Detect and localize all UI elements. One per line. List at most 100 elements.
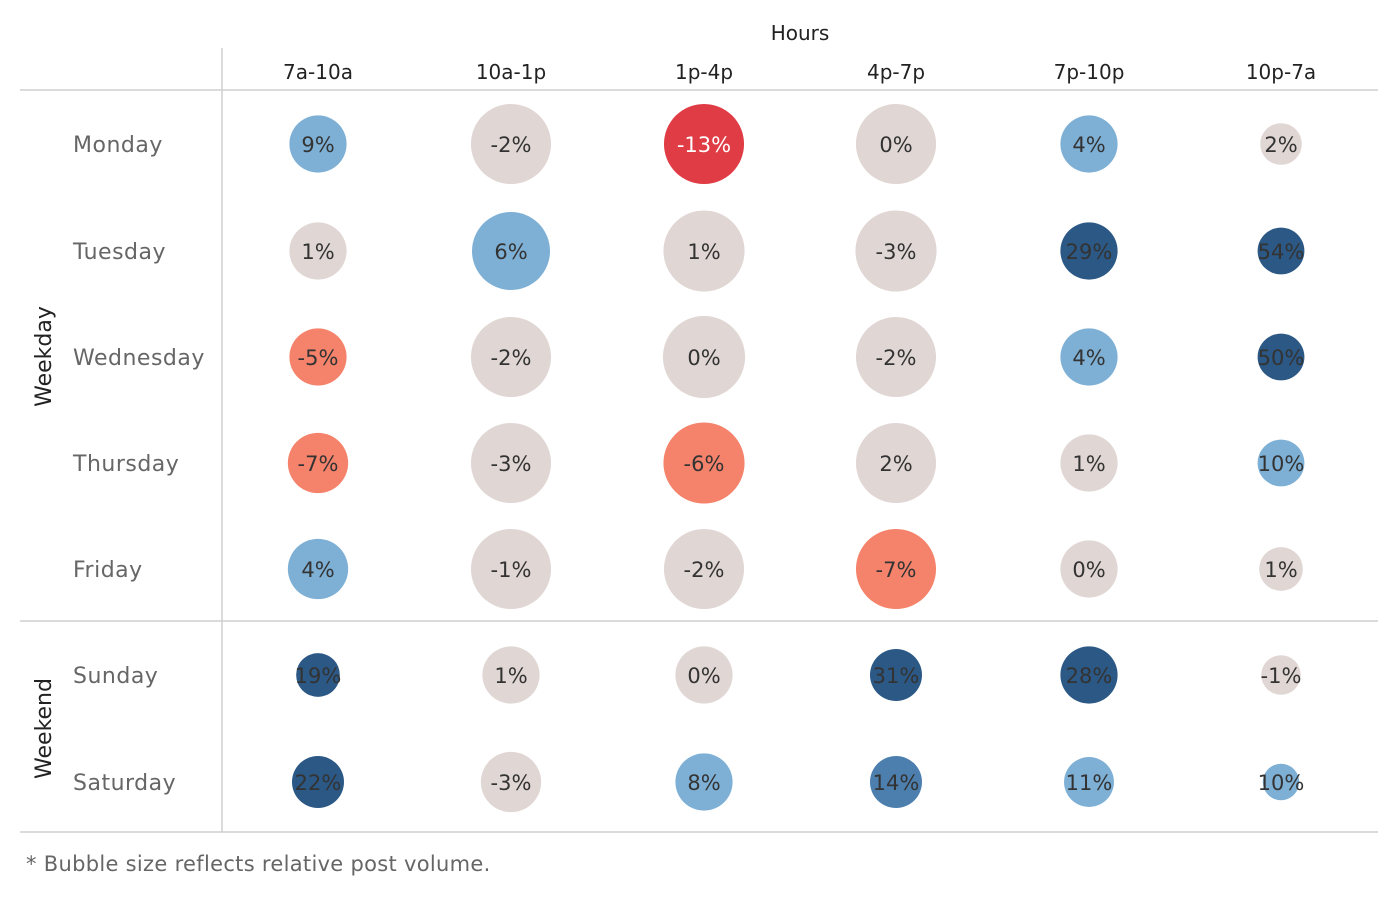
- bubble-value-label: 28%: [1066, 664, 1113, 688]
- bubble-value-label: 1%: [494, 664, 527, 688]
- bubble: [855, 103, 937, 185]
- bubble-value-label: 29%: [1066, 240, 1113, 264]
- bubble: [870, 649, 922, 701]
- row-label: Wednesday: [73, 346, 205, 371]
- row-group-labels: Weekday Weekend: [32, 306, 57, 779]
- bubble-value-label: -3%: [491, 452, 532, 476]
- bubble-value-label: -2%: [876, 346, 917, 370]
- column-header: 10p-7a: [1246, 60, 1316, 84]
- bubble-value-label: 2%: [1264, 133, 1297, 157]
- bubble-value-label: 14%: [873, 771, 920, 795]
- bubble: [1257, 439, 1305, 487]
- bubble: [855, 316, 937, 398]
- bubble: [480, 751, 542, 813]
- bubble-value-label: 22%: [295, 771, 342, 795]
- bubble: [482, 646, 540, 704]
- column-header: 4p-7p: [867, 60, 925, 84]
- column-header: 10a-1p: [476, 60, 546, 84]
- bubble: [296, 653, 340, 697]
- bubble: [663, 103, 745, 185]
- bubble-value-label: 31%: [873, 664, 920, 688]
- bubble-value-label: 19%: [295, 664, 342, 688]
- row-group-label: Weekend: [32, 678, 57, 779]
- bubble-value-label: -1%: [491, 558, 532, 582]
- bubble: [470, 103, 552, 185]
- chart-grid: [20, 48, 1378, 833]
- row-label: Friday: [73, 558, 143, 583]
- bubble-value-label: -6%: [684, 452, 725, 476]
- bubbles: 9% -2% -13% 0% 4% 2% 1% 6% 1% -3% 29% 54% -5% -2% 0% -2…: [287, 103, 1305, 813]
- bubble-value-label: -13%: [677, 133, 731, 157]
- bubble-value-label: 8%: [687, 771, 720, 795]
- bubble: [292, 756, 344, 808]
- bubble: [1060, 434, 1118, 492]
- bubble: [287, 538, 349, 600]
- row-label: Monday: [73, 133, 163, 158]
- column-header: 7p-10p: [1054, 60, 1125, 84]
- column-header: 1p-4p: [675, 60, 733, 84]
- bubble-value-label: 0%: [1072, 558, 1105, 582]
- bubble: [1257, 227, 1305, 275]
- row-group-label: Weekday: [32, 306, 57, 407]
- bubble: [1261, 655, 1301, 695]
- bubble: [675, 646, 733, 704]
- bubble: [1060, 646, 1118, 704]
- bubble: [1257, 333, 1305, 381]
- bubble-value-label: 10%: [1258, 771, 1305, 795]
- bubble: [470, 422, 552, 504]
- row-label: Tuesday: [72, 240, 166, 265]
- bubble: [470, 528, 552, 610]
- column-header: 7a-10a: [283, 60, 353, 84]
- bubble-value-label: 9%: [301, 133, 334, 157]
- bubble-value-label: -3%: [491, 771, 532, 795]
- bubble-value-label: -5%: [298, 346, 339, 370]
- bubble: [289, 328, 347, 386]
- bubble-value-label: 1%: [1072, 452, 1105, 476]
- bubble: [855, 528, 937, 610]
- bubble: [1260, 123, 1302, 165]
- bubble-value-label: 0%: [687, 664, 720, 688]
- bubble-value-label: -3%: [876, 240, 917, 264]
- bubble: [662, 315, 746, 399]
- bubble-value-label: -7%: [876, 558, 917, 582]
- bubble-value-label: -7%: [298, 452, 339, 476]
- bubble: [1060, 540, 1118, 598]
- bubble: [663, 422, 745, 504]
- row-label: Saturday: [73, 771, 176, 796]
- bubble-value-label: 4%: [301, 558, 334, 582]
- bubble: [1060, 222, 1118, 280]
- bubble: [1259, 547, 1303, 591]
- bubble: [1262, 763, 1300, 801]
- bubble: [472, 212, 550, 290]
- row-label: Thursday: [72, 452, 179, 477]
- bubble: [470, 316, 552, 398]
- bubble: [289, 222, 347, 280]
- bubble: [1060, 328, 1118, 386]
- bubble-value-label: 50%: [1258, 346, 1305, 370]
- column-group-label: Hours: [771, 21, 830, 45]
- bubble-value-label: -1%: [1261, 664, 1302, 688]
- bubble-value-label: 1%: [301, 240, 334, 264]
- bubble-value-label: 6%: [494, 240, 527, 264]
- row-label: Sunday: [73, 664, 158, 689]
- bubble: [855, 422, 937, 504]
- bubble-value-label: 1%: [1264, 558, 1297, 582]
- bubble: [663, 528, 745, 610]
- bubble: [870, 756, 922, 808]
- bubble-value-label: 4%: [1072, 133, 1105, 157]
- bubble-value-label: 10%: [1258, 452, 1305, 476]
- bubble-value-label: -2%: [491, 346, 532, 370]
- row-labels: Monday Tuesday Wednesday Thursday Friday Sund…: [72, 133, 205, 796]
- bubble-value-label: 54%: [1258, 240, 1305, 264]
- bubble: [855, 210, 937, 292]
- bubble: [1064, 757, 1114, 807]
- bubble-value-label: 1%: [687, 240, 720, 264]
- bubble-value-label: 2%: [879, 452, 912, 476]
- column-headers: 7a-10a 10a-1p 1p-4p 4p-7p 7p-10p 10p-7a: [283, 60, 1316, 84]
- bubble: [289, 115, 347, 173]
- bubble-value-label: -2%: [684, 558, 725, 582]
- bubble: [287, 432, 349, 494]
- bubble: [663, 210, 745, 292]
- footnote: * Bubble size reflects relative post vol…: [26, 852, 491, 876]
